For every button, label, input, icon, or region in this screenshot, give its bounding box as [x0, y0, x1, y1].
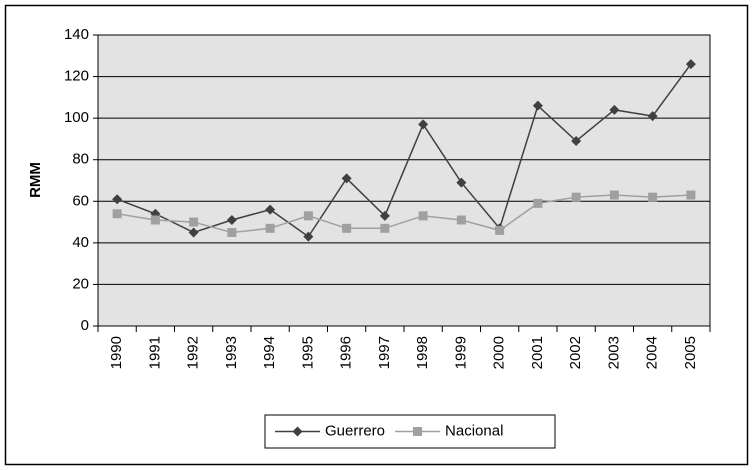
marker	[456, 215, 466, 225]
marker	[150, 215, 160, 225]
marker	[609, 104, 620, 115]
marker	[112, 209, 122, 219]
x-tick-label: 1992	[185, 336, 202, 369]
y-tick-label: 100	[64, 109, 89, 126]
marker	[532, 100, 543, 111]
marker	[189, 217, 199, 227]
x-tick-label: 1993	[223, 336, 240, 369]
marker	[686, 190, 696, 200]
x-tick-label: 1990	[108, 336, 125, 369]
y-tick-label: 40	[72, 234, 89, 251]
marker	[379, 210, 390, 221]
marker	[303, 231, 314, 242]
legend-label: Guerrero	[325, 422, 385, 439]
marker	[227, 227, 237, 237]
x-tick-label: 1997	[376, 336, 393, 369]
series-line	[117, 194, 691, 234]
marker	[571, 192, 581, 202]
marker	[647, 111, 658, 122]
x-tick-label: 2004	[644, 336, 661, 369]
x-tick-label: 2003	[605, 336, 622, 369]
y-tick-label: 120	[64, 68, 89, 85]
marker	[226, 214, 237, 225]
x-tick-label: 1994	[261, 336, 278, 369]
marker	[303, 211, 313, 221]
marker	[188, 227, 199, 238]
marker	[265, 204, 276, 215]
legend-marker	[292, 426, 303, 437]
marker	[341, 173, 352, 184]
marker	[112, 194, 123, 205]
marker	[533, 198, 543, 208]
y-tick-label: 20	[72, 275, 89, 292]
x-tick-label: 1991	[146, 336, 163, 369]
x-tick-label: 1999	[452, 336, 469, 369]
x-tick-label: 1996	[338, 336, 355, 369]
x-tick-label: 2005	[682, 336, 699, 369]
x-tick-label: 1995	[299, 336, 316, 369]
marker	[380, 223, 390, 233]
y-tick-label: 80	[72, 151, 89, 168]
marker	[495, 225, 505, 235]
marker	[571, 136, 582, 147]
marker	[685, 59, 696, 70]
plot-area	[97, 34, 711, 327]
y-tick-label: 0	[81, 317, 89, 334]
y-tick-label: 140	[64, 26, 89, 43]
legend-label: Nacional	[445, 422, 503, 439]
x-tick-label: 2002	[567, 336, 584, 369]
marker	[418, 119, 429, 130]
x-tick-label: 2000	[491, 336, 508, 369]
legend-marker	[413, 427, 423, 436]
marker	[609, 190, 619, 200]
x-tick-label: 1998	[414, 336, 431, 369]
marker	[342, 223, 352, 233]
y-tick-label: 60	[72, 192, 89, 209]
marker	[265, 223, 275, 233]
marker	[648, 192, 658, 202]
x-tick-label: 2001	[529, 336, 546, 369]
marker	[456, 177, 467, 188]
series-line	[116, 63, 692, 238]
y-axis-label: RMM	[27, 162, 44, 198]
marker	[418, 211, 428, 221]
